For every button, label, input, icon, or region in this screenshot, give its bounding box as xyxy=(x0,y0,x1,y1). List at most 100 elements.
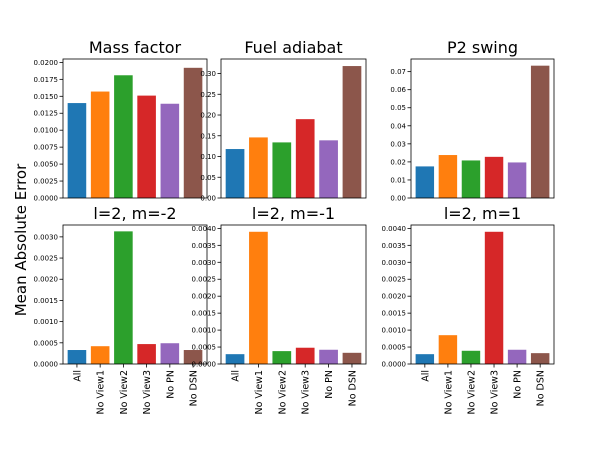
bar-no-view2 xyxy=(114,231,133,364)
y-tick-label: 0.0025 xyxy=(382,276,407,284)
bar-no-dsn xyxy=(530,353,550,364)
chart-panel-3: P2 swing 0.00 0.01 0.02 0.03 0.04 0.05 0.06 0.07 xyxy=(390,38,555,203)
y-tick-label: 0.0030 xyxy=(192,259,217,267)
bar-no-view1 xyxy=(90,346,110,364)
y-tick-label: 0.0125 xyxy=(34,110,59,118)
y-tick-label: 0.0010 xyxy=(192,327,217,335)
y-tick-label: 0.0010 xyxy=(382,327,407,335)
x-tick-label: No View1 xyxy=(443,370,454,415)
x-tick-label: No View1 xyxy=(254,370,265,415)
y-tick-label: 0.0000 xyxy=(382,361,407,369)
y-tick-label: 0.0200 xyxy=(34,59,59,67)
y-tick-label: 0.0030 xyxy=(382,259,407,267)
y-tick-label: 0.01 xyxy=(390,176,406,184)
y-tick-label: 0.0100 xyxy=(34,127,59,135)
chart-panel-1: Mass factor 0.0000 0.0025 0.0050 0.0075 0.010… xyxy=(34,38,208,203)
x-tick-label: No DSN xyxy=(536,370,547,406)
axes-frame xyxy=(410,58,555,199)
bar-no-view2 xyxy=(114,75,133,198)
y-tick-label: 0.05 xyxy=(200,174,216,182)
y-tick-label: 0.0015 xyxy=(34,297,59,305)
x-tick-label: No View2 xyxy=(466,370,477,415)
y-tick-label: 0.0020 xyxy=(382,293,407,301)
y-tick-label: 0.0040 xyxy=(382,225,407,233)
y-tick-label: 0.07 xyxy=(390,68,406,76)
y-tick-label: 0.05 xyxy=(390,104,406,112)
chart-title: Mass factor xyxy=(89,38,182,57)
bar-no-pn xyxy=(507,162,527,198)
y-tick-label: 0.00 xyxy=(200,195,216,203)
y-tick-label: 0.02 xyxy=(390,158,406,166)
bar-no-view1 xyxy=(438,335,458,364)
x-tick-label: No View3 xyxy=(301,370,312,415)
y-tick-label: 0.0150 xyxy=(34,93,59,101)
y-tick-label: 0.0175 xyxy=(34,76,59,84)
bar-no-view3 xyxy=(484,231,504,364)
y-tick-label: 0.20 xyxy=(200,112,216,120)
bar-no-pn xyxy=(160,343,180,364)
bar-no-pn xyxy=(319,140,338,198)
bar-all xyxy=(67,103,87,198)
x-tick-label: No View1 xyxy=(96,370,107,415)
x-tick-label: All xyxy=(72,370,83,382)
chart-panel-6: l=2, m=1 All No View1 No View2 No View3 No PN… xyxy=(382,204,555,415)
x-tick-label: All xyxy=(231,370,242,382)
y-tick-label: 0.0025 xyxy=(34,255,59,263)
chart-title: P2 swing xyxy=(447,38,518,57)
bar-no-dsn xyxy=(530,65,550,199)
x-tick-label: No View3 xyxy=(142,370,153,415)
chart-title: Fuel adiabat xyxy=(244,38,342,57)
y-tick-label: 0.0050 xyxy=(34,161,59,169)
chart-panel-2: Fuel adiabat 0.00 0.05 0.10 0.15 0.20 0.25 0.30 xyxy=(200,38,367,203)
y-tick-label: 0.0015 xyxy=(382,310,407,318)
bar-no-dsn xyxy=(342,66,362,198)
bar-all xyxy=(415,354,435,364)
chart-title: l=2, m=1 xyxy=(444,204,521,223)
y-tick-label: 0.0075 xyxy=(34,144,59,152)
y-tick-label: 0.0025 xyxy=(192,276,217,284)
y-tick-label: 0.0005 xyxy=(192,344,217,352)
x-tick-label: No PN xyxy=(513,370,524,399)
y-tick-label: 0.25 xyxy=(200,91,216,99)
bar-no-view3 xyxy=(295,119,315,198)
axes-frame xyxy=(62,224,208,365)
y-tick-label: 0.0005 xyxy=(34,339,59,347)
x-tick-label: No DSN xyxy=(189,370,200,406)
axes-frame xyxy=(220,58,367,199)
x-tick-label: No View2 xyxy=(277,370,288,415)
y-tick-label: 0.0035 xyxy=(192,242,217,250)
y-tick-label: 0.04 xyxy=(390,122,406,130)
bar-no-pn xyxy=(507,349,527,364)
x-tick-label: No PN xyxy=(165,370,176,399)
x-tick-label: All xyxy=(420,370,431,382)
y-tick-label: 0.0000 xyxy=(192,361,217,369)
bar-no-view3 xyxy=(137,95,156,198)
bar-no-dsn xyxy=(342,352,362,364)
bar-no-view3 xyxy=(137,344,156,364)
x-tick-label: No PN xyxy=(324,370,335,399)
y-axis-label: Mean Absolute Error xyxy=(12,163,30,316)
axes-frame xyxy=(410,224,555,365)
y-tick-label: 0.06 xyxy=(390,86,406,94)
bar-all xyxy=(225,149,245,198)
axes-frame xyxy=(62,58,208,199)
chart-title: l=2, m=-1 xyxy=(252,204,335,223)
bar-no-view1 xyxy=(90,91,110,198)
y-tick-label: 0.10 xyxy=(200,153,216,161)
bar-no-view1 xyxy=(249,231,268,364)
x-tick-label: No View3 xyxy=(490,370,501,415)
axes-frame xyxy=(220,224,367,365)
panels: Mass factor0.00000.00250.00500.00750.010… xyxy=(34,38,555,415)
y-tick-label: 0.0030 xyxy=(34,233,59,241)
bar-no-view2 xyxy=(461,350,481,364)
y-tick-label: 0.00 xyxy=(390,195,406,203)
y-tick-label: 0.0000 xyxy=(34,361,59,369)
bar-no-view2 xyxy=(272,142,292,198)
y-tick-label: 0.0005 xyxy=(382,344,407,352)
y-tick-label: 0.0025 xyxy=(34,178,59,186)
y-tick-label: 0.15 xyxy=(200,132,216,140)
bar-no-view3 xyxy=(484,156,504,198)
bar-no-view1 xyxy=(438,155,458,198)
y-tick-label: 0.0015 xyxy=(192,310,217,318)
